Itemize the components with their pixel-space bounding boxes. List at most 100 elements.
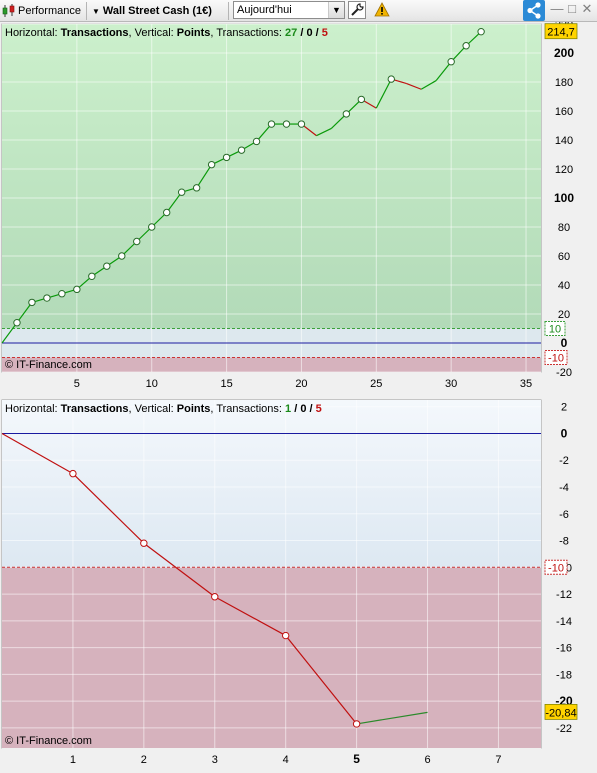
y-tick-label: -20	[556, 367, 572, 379]
y-tick-label: -18	[556, 669, 572, 681]
loss-zone	[2, 567, 541, 748]
last-value-marker	[544, 703, 578, 720]
trade-point	[477, 27, 485, 36]
trade-point	[297, 120, 306, 128]
winning-trade-segment	[16, 302, 33, 324]
last-value-marker	[544, 23, 578, 40]
x-tick-label: 35	[520, 378, 532, 390]
winning-trade-segment	[196, 164, 213, 189]
trade-point	[282, 120, 291, 128]
info-t-prefix: , Transactions:	[210, 403, 285, 415]
trade-point	[69, 469, 77, 478]
winning-trade-segment	[435, 61, 452, 81]
x-tick-label: 1	[70, 754, 76, 766]
info-t-loss: 5	[322, 27, 328, 39]
last-value: 214,7	[547, 27, 575, 39]
performance-button[interactable]: Performance	[2, 3, 81, 19]
share-icon[interactable]	[523, 0, 545, 21]
info-t-loss: 5	[316, 403, 322, 415]
y-tick-label: 2	[561, 402, 567, 414]
x-tick-label: 20	[295, 378, 307, 390]
x-tick-label: 2	[141, 754, 147, 766]
info-t-win: 1	[285, 403, 291, 415]
close-icon[interactable]: ✕	[581, 1, 593, 16]
info-h-prefix: Horizontal:	[5, 27, 61, 39]
x-tick-label: 5	[74, 378, 80, 390]
x-tick-label: 25	[370, 378, 382, 390]
x-tick-label: 7	[495, 754, 501, 766]
trade-point	[133, 237, 141, 246]
warning-triangle-icon[interactable]	[374, 2, 390, 18]
winning-trade-segment	[1, 322, 18, 344]
toolbar-divider	[228, 2, 229, 20]
y-tick-label: 120	[555, 164, 573, 176]
x-tick-label: 30	[445, 378, 457, 390]
upper-band-marker	[544, 321, 566, 336]
trade-point	[211, 593, 219, 601]
y-tick-label: 0	[561, 336, 568, 350]
info-v-prefix: , Vertical:	[129, 27, 177, 39]
y-tick-label: -6	[559, 509, 569, 521]
y-tick-label: -8	[559, 536, 569, 548]
lower-band-marker	[544, 559, 568, 575]
losing-trade-segment	[406, 82, 422, 90]
info-h-value: Transactions	[61, 27, 129, 39]
watermark: © IT-Finance.com	[5, 359, 92, 371]
y-tick-label: 200	[554, 46, 574, 60]
y-tick-label: -4	[559, 482, 569, 494]
candlestick-chart-icon	[2, 4, 16, 18]
trade-point	[281, 631, 290, 640]
profit-zone	[2, 24, 541, 329]
trade-point	[162, 208, 171, 217]
y-tick-label: 0	[561, 426, 568, 440]
winning-trade-segment	[256, 123, 272, 142]
y-tick-label: 40	[558, 280, 570, 292]
y-tick-label: -22	[556, 723, 572, 735]
x-tick-label: 15	[220, 378, 232, 390]
info-t-sep2: /	[306, 403, 315, 415]
triangle-down-icon: ▼	[92, 7, 100, 16]
trade-point	[148, 223, 156, 231]
x-axis-strip	[2, 372, 541, 394]
losing-trade-segment	[143, 542, 216, 598]
lower-band-marker	[544, 350, 568, 365]
watermark: © IT-Finance.com	[5, 735, 92, 747]
toolbar: Performance ▼ Wall Street Cash (1€) Aujou…	[0, 0, 597, 22]
toolbar-divider	[86, 2, 87, 20]
winning-trade-segment	[316, 127, 332, 137]
info-h-value: Transactions	[61, 403, 129, 415]
trade-point	[43, 294, 51, 302]
chevron-down-icon[interactable]: ▼	[328, 2, 344, 18]
winning-trade-segment	[375, 78, 392, 109]
trade-point	[140, 539, 148, 547]
trade-point	[447, 58, 455, 66]
neutral-zone	[2, 400, 541, 568]
losing-trade-segment	[1, 432, 74, 475]
trade-point	[462, 42, 470, 50]
trade-point	[342, 110, 351, 118]
trade-point	[118, 252, 126, 260]
trade-point	[192, 184, 201, 192]
minimize-icon[interactable]: —	[550, 1, 564, 16]
info-t-sep2: /	[313, 27, 322, 39]
trade-point	[237, 146, 246, 154]
period-value: Aujourd'hui	[237, 4, 292, 16]
chart-info-header: Horizontal: Transactions, Vertical: Poin…	[5, 403, 322, 415]
x-tick-label: 3	[212, 754, 218, 766]
maximize-icon[interactable]: □	[568, 1, 576, 16]
y-tick-label: 20	[558, 309, 570, 321]
x-tick-label: 5	[353, 752, 360, 766]
x-axis-strip	[2, 748, 541, 770]
period-select[interactable]: Aujourd'hui ▼	[233, 1, 345, 19]
trade-point	[222, 153, 231, 162]
y-tick-label: -14	[556, 616, 572, 628]
wrench-icon[interactable]	[348, 1, 366, 19]
trade-point	[73, 285, 81, 294]
y-tick-label: 180	[555, 77, 573, 89]
info-v-value: Points	[177, 27, 211, 39]
instrument-selector[interactable]: ▼ Wall Street Cash (1€)	[92, 3, 212, 19]
info-t-neutral: 0	[300, 403, 306, 415]
info-t-win: 27	[285, 27, 297, 39]
losing-trade-segment	[285, 635, 358, 725]
trade-point	[103, 262, 111, 270]
